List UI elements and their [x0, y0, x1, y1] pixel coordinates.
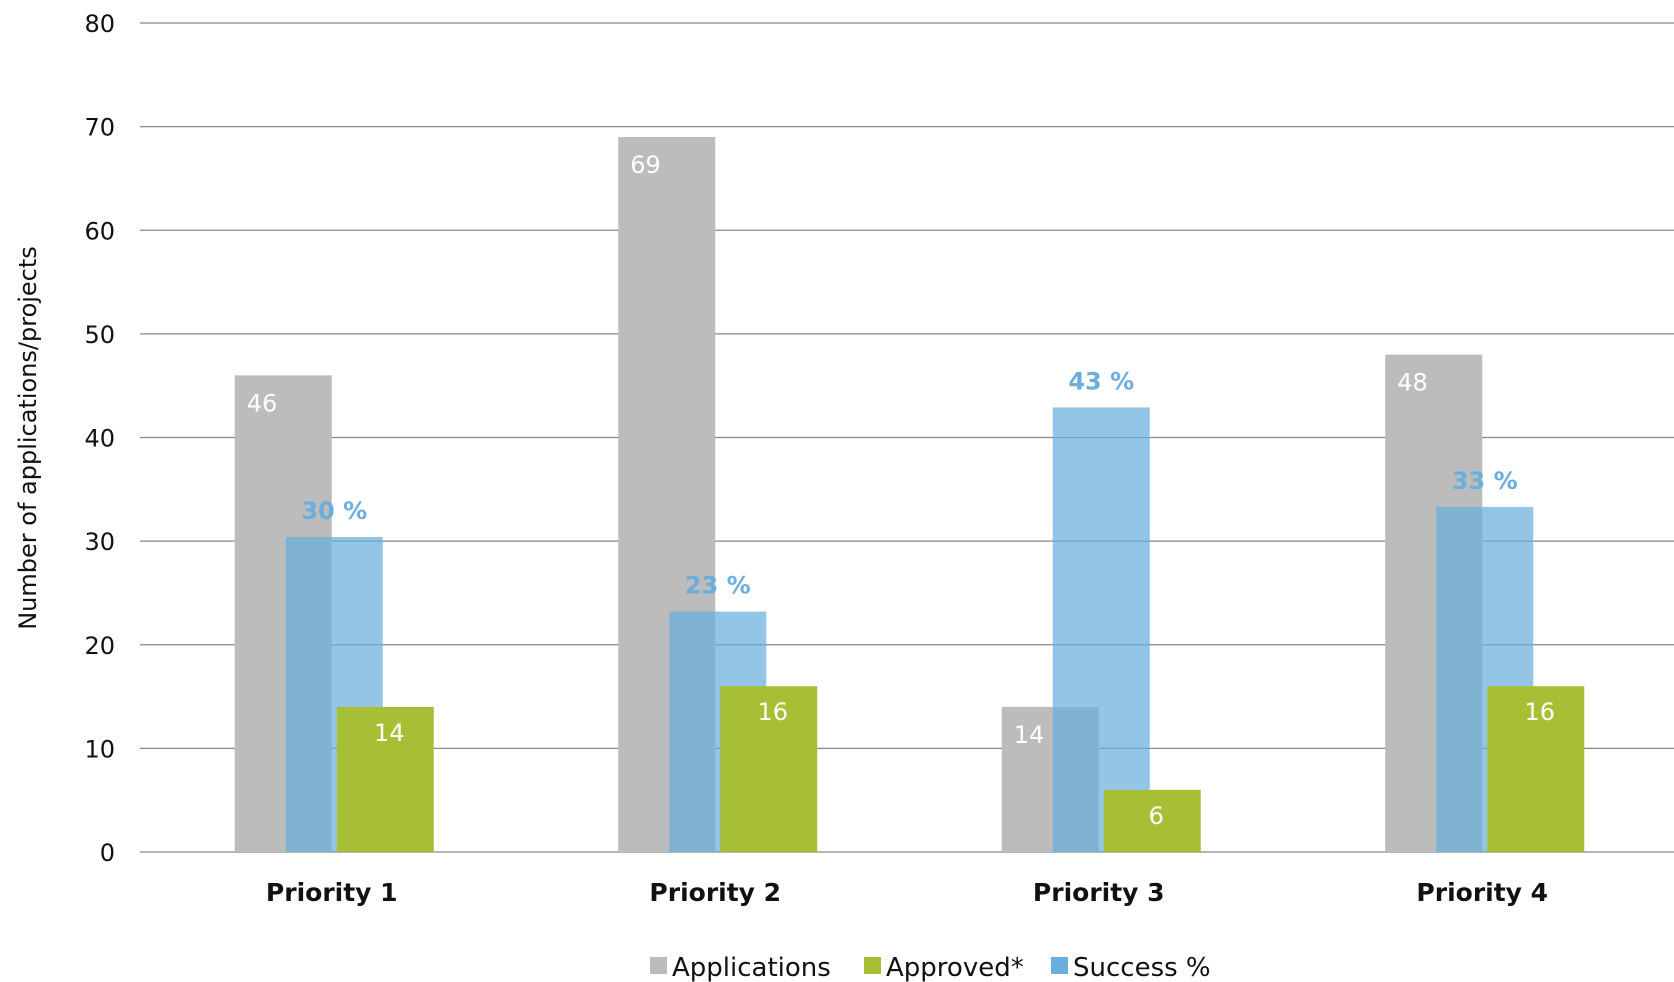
- x-category-label: Priority 2: [649, 878, 781, 907]
- y-tick-label: 40: [84, 425, 115, 453]
- data-label-approved: 14: [374, 719, 405, 747]
- data-label-applications: 14: [1014, 721, 1045, 749]
- legend-label-applications: Applications: [672, 953, 831, 982]
- y-tick-label: 0: [100, 839, 115, 867]
- y-tick-label: 60: [84, 217, 115, 245]
- bar-approved-priority-3: [1103, 789, 1201, 852]
- y-axis-ticks: 0 10 20 30 40 50 60 70 80: [84, 10, 115, 867]
- bars: [234, 136, 1585, 853]
- y-tick-label: 50: [84, 321, 115, 349]
- data-label-success: 33 %: [1452, 467, 1518, 495]
- bar-approved-priority-1: [336, 706, 434, 852]
- bar-success-priority-3: [1052, 407, 1150, 852]
- x-category-label: Priority 1: [266, 878, 398, 907]
- data-label-success: 43 %: [1068, 367, 1134, 395]
- data-label-success: 30 %: [301, 497, 367, 525]
- y-tick-label: 80: [84, 10, 115, 38]
- y-tick-label: 70: [84, 114, 115, 142]
- data-label-approved: 6: [1149, 802, 1164, 830]
- bar-approved-priority-4: [1487, 686, 1585, 852]
- legend-swatch-applications: [650, 957, 667, 974]
- legend-swatch-success: [1051, 957, 1068, 974]
- x-category-label: Priority 3: [1033, 878, 1165, 907]
- y-axis-label: Number of applications/projects: [14, 246, 42, 630]
- data-label-approved: 16: [757, 698, 788, 726]
- legend-label-approved: Approved*: [886, 953, 1024, 982]
- y-tick-label: 30: [84, 528, 115, 556]
- x-category-label: Priority 4: [1416, 878, 1548, 907]
- bar-approved-priority-2: [720, 686, 818, 852]
- y-tick-label: 10: [84, 735, 115, 763]
- data-labels: 46 14 30 % 69 16 23 % 14 6 43 % 48 16 33 %: [247, 151, 1555, 830]
- data-label-applications: 46: [247, 389, 278, 417]
- data-label-applications: 48: [1397, 369, 1428, 397]
- y-tick-label: 20: [84, 632, 115, 660]
- data-label-success: 23 %: [685, 572, 751, 600]
- legend: Applications Approved* Success %: [650, 953, 1211, 982]
- data-label-applications: 69: [630, 151, 661, 179]
- legend-label-success: Success %: [1073, 953, 1211, 982]
- legend-swatch-approved: [864, 957, 881, 974]
- x-axis-categories: Priority 1 Priority 2 Priority 3 Priority 4: [266, 878, 1548, 907]
- data-label-approved: 16: [1524, 698, 1555, 726]
